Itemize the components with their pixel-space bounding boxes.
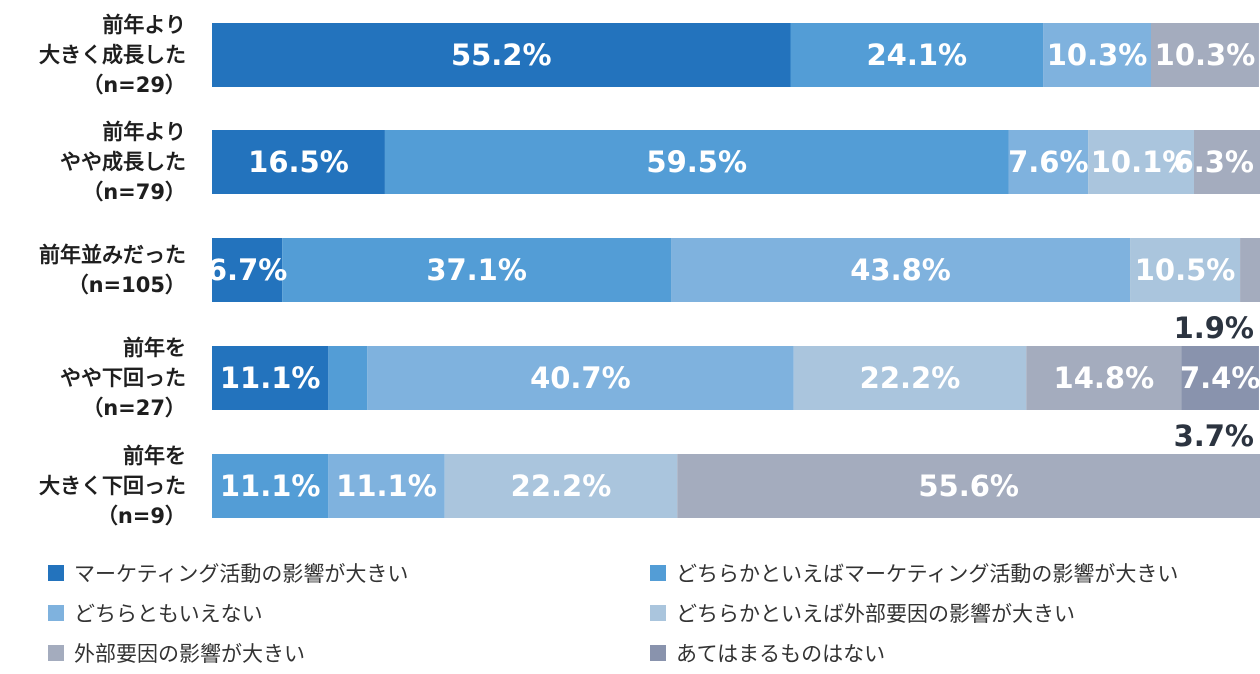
row-label-line: 前年並みだった — [39, 243, 186, 267]
data-label: 40.7% — [530, 361, 631, 395]
data-label: 10.3% — [1155, 38, 1256, 72]
row-label-line: 大きく成長した — [39, 43, 186, 67]
data-label: 59.5% — [646, 145, 747, 179]
legend-label: あてはまるものはない — [676, 642, 886, 666]
row-label-line: （n=27） — [82, 396, 186, 420]
data-label: 24.1% — [866, 38, 967, 72]
legend-label: 外部要因の影響が大きい — [74, 642, 305, 666]
data-label: 6.3% — [1174, 145, 1254, 179]
row-label-line: （n=79） — [82, 180, 186, 204]
bar-segment — [1130, 238, 1241, 302]
bar-segment — [212, 454, 329, 518]
bar-segment — [444, 454, 678, 518]
data-label: 7.4% — [1180, 361, 1260, 395]
legend-item: あてはまるものはない — [650, 638, 885, 668]
data-label: 6.7% — [207, 253, 287, 287]
bar-segment — [790, 23, 1044, 87]
row-label-line: 大きく下回った — [39, 474, 186, 498]
bar-segment — [212, 346, 329, 410]
bar-segment — [212, 130, 385, 194]
bar-segment — [1008, 130, 1089, 194]
legend-label: マーケティング活動の影響が大きい — [74, 562, 409, 586]
bar-segment — [1240, 238, 1260, 302]
legend-label: どちらともいえない — [74, 602, 263, 626]
bar-segment — [212, 238, 283, 302]
data-label: 10.5% — [1135, 253, 1236, 287]
row-label-line: 前年より — [102, 120, 186, 144]
row-label-line: 前年を — [123, 444, 186, 468]
data-label: 14.8% — [1054, 361, 1155, 395]
data-label: 7.6% — [1008, 145, 1088, 179]
data-label: 11.1% — [220, 361, 321, 395]
data-label: 55.2% — [451, 38, 552, 72]
legend-swatch — [48, 565, 64, 581]
legend-item: どちらともいえない — [48, 598, 263, 628]
bar-segment — [1043, 23, 1152, 87]
bar-segment — [793, 346, 1027, 410]
bar-segment — [1026, 346, 1182, 410]
bar-segment — [328, 454, 445, 518]
bar-segment — [367, 346, 794, 410]
legend-swatch — [48, 605, 64, 621]
legend-swatch — [650, 565, 666, 581]
row-label-line: 前年より — [102, 13, 186, 37]
legend-item: どちらかといえばマーケティング活動の影響が大きい — [650, 558, 1178, 588]
bar-segment — [212, 23, 791, 87]
data-label: 16.5% — [248, 145, 349, 179]
data-label: 10.1% — [1091, 145, 1192, 179]
data-label: 11.1% — [336, 469, 437, 503]
bar-segment — [282, 238, 672, 302]
data-label: 22.2% — [860, 361, 961, 395]
data-label: 1.9% — [1174, 311, 1254, 345]
row-label-line: やや下回った — [60, 366, 186, 390]
data-label: 55.6% — [918, 469, 1019, 503]
legend-item: マーケティング活動の影響が大きい — [48, 558, 408, 588]
bar-segment — [1088, 130, 1194, 194]
row-label-line: （n=105） — [68, 273, 186, 297]
bar-segment — [384, 130, 1009, 194]
legend-swatch — [650, 605, 666, 621]
row-label-line: やや成長した — [60, 150, 186, 174]
row-label-line: （n=9） — [97, 504, 186, 528]
legend-label: どちらかといえばマーケティング活動の影響が大きい — [676, 562, 1179, 586]
data-label: 43.8% — [850, 253, 951, 287]
bar-segment — [1181, 346, 1259, 410]
bar-segment — [328, 346, 368, 410]
legend-swatch — [48, 645, 64, 661]
legend-item: 外部要因の影響が大きい — [48, 638, 305, 668]
legend-swatch — [650, 645, 666, 661]
row-label-line: 前年を — [123, 336, 186, 360]
row-label-line: （n=29） — [82, 73, 186, 97]
data-label: 10.3% — [1047, 38, 1148, 72]
bar-segment — [671, 238, 1131, 302]
data-label: 11.1% — [220, 469, 321, 503]
bar-segment — [1151, 23, 1259, 87]
data-label: 22.2% — [511, 469, 612, 503]
legend-item: どちらかといえば外部要因の影響が大きい — [650, 598, 1075, 628]
bar-segment — [677, 454, 1260, 518]
legend: マーケティング活動の影響が大きい どちらかといえばマーケティング活動の影響が大きい… — [0, 548, 1260, 674]
data-label: 3.7% — [1174, 419, 1254, 453]
legend-label: どちらかといえば外部要因の影響が大きい — [676, 602, 1075, 626]
data-label: 37.1% — [426, 253, 527, 287]
bar-segment — [1193, 130, 1260, 194]
